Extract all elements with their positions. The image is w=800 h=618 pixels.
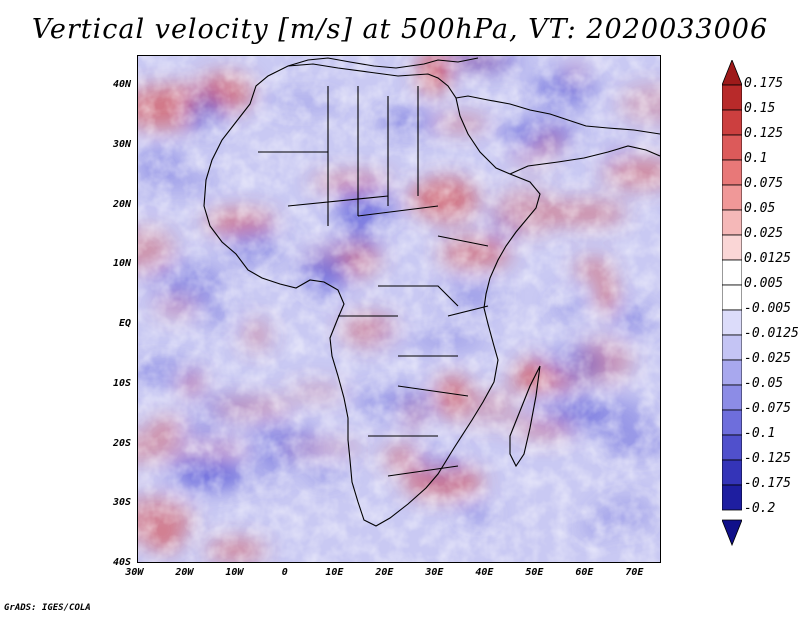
lat-tick-label: 10N: [112, 258, 131, 270]
colorbar-label: -0.025: [744, 351, 791, 366]
colorbar-label: 0.05: [744, 201, 776, 216]
colorbar-label: -0.05: [744, 376, 784, 391]
lon-tick-label: 10E: [325, 567, 344, 578]
lon-tick-label: 50E: [525, 567, 544, 578]
colorbar-swatch: [722, 459, 742, 486]
colorbar-label: -0.175: [744, 476, 791, 491]
lat-tick-label: 20N: [112, 198, 131, 210]
colorbar-swatch: [722, 284, 742, 311]
colorbar-swatch: [722, 519, 742, 547]
colorbar-label: 0.075: [744, 176, 784, 191]
colorbar-swatch: [722, 159, 742, 186]
lat-tick-label: 10S: [112, 377, 131, 389]
colorbar-label: -0.125: [744, 451, 791, 466]
lon-tick-label: 10W: [225, 567, 244, 578]
colorbar-swatch: [722, 84, 742, 111]
lon-tick-label: 20E: [375, 567, 394, 578]
colorbar-swatch: [722, 359, 742, 386]
colorbar-label: 0.025: [744, 226, 784, 241]
lon-tick-label: 20W: [175, 567, 194, 578]
velocity-field-map: [138, 56, 660, 562]
colorbar-label: -0.075: [744, 401, 791, 416]
colorbar-label: 0.1: [744, 151, 768, 166]
colorbar-swatch: [722, 259, 742, 286]
colorbar-label: 0.175: [744, 76, 784, 91]
lat-tick-label: 40S: [112, 557, 131, 568]
colorbar-swatch: [722, 60, 742, 86]
colorbar-label: -0.005: [744, 301, 791, 316]
colorbar-label: -0.1: [744, 426, 776, 441]
lat-tick-label: 40N: [112, 79, 131, 90]
colorbar-swatch: [722, 434, 742, 461]
colorbar-swatch: [722, 184, 742, 211]
colorbar-swatch: [722, 484, 742, 511]
colorbar-swatch: [722, 234, 742, 261]
lat-tick-label: 20S: [112, 437, 131, 449]
lon-tick-label: 40E: [475, 567, 494, 578]
colorbar-label: -0.0125: [744, 326, 799, 341]
lat-tick-label: 30N: [112, 138, 131, 150]
lon-tick-label: 30W: [125, 567, 144, 578]
lon-tick-label: 0: [281, 567, 288, 578]
coastline-borders: [203, 57, 660, 527]
colorbar-swatch: [722, 409, 742, 436]
colorbar-swatch: [722, 384, 742, 411]
colorbar-swatch: [722, 134, 742, 161]
colorbar-label: 0.125: [744, 126, 784, 141]
colorbar-swatch: [722, 109, 742, 136]
lon-tick-label: 60E: [575, 567, 594, 578]
lat-tick-label: 30S: [112, 497, 131, 509]
lon-tick-label: 70E: [625, 567, 644, 578]
colorbar-swatch: [722, 334, 742, 361]
lon-tick-label: 30E: [425, 567, 444, 578]
colorbar-label: 0.15: [744, 101, 776, 116]
colorbar-swatch: [722, 209, 742, 236]
colorbar-label: 0.005: [744, 276, 784, 291]
map-panel: [137, 55, 661, 563]
chart-title: Vertical velocity [m/s] at 500hPa, VT: 2…: [31, 14, 769, 45]
colorbar-swatch: [722, 309, 742, 336]
colorbar-label: -0.2: [744, 501, 776, 516]
colorbar: [722, 60, 742, 547]
lat-tick-label: EQ: [118, 318, 131, 329]
footer-credit: GrADS: IGES/COLA: [4, 603, 91, 613]
colorbar-label: 0.0125: [744, 251, 791, 266]
